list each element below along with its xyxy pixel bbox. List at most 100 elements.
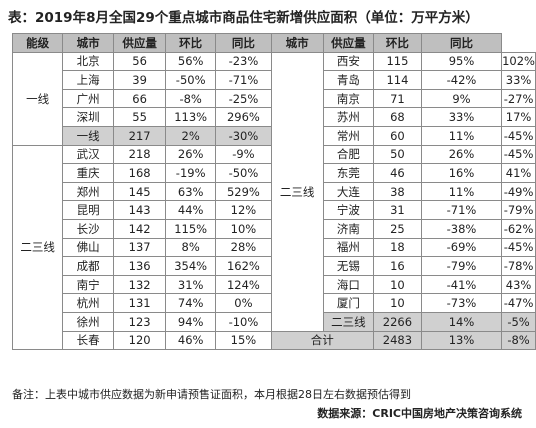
supply-cell: 46 — [372, 163, 422, 183]
header-mom: 环比 — [165, 33, 217, 53]
city-cell: 常州 — [322, 125, 374, 146]
supply-cell: 132 — [113, 274, 167, 295]
yoy-cell: 0% — [215, 293, 272, 313]
mom-cell: 26% — [420, 144, 503, 165]
mom-cell: 94% — [165, 311, 217, 332]
city-cell: 东莞 — [322, 163, 374, 183]
table-title: 表：2019年8月全国29个重点城市商品住宅新增供应面积（单位：万平方米） — [8, 10, 479, 26]
yoy-cell: 33% — [501, 70, 536, 90]
header-city: 城市 — [62, 33, 115, 53]
tier23-level-cell: 二三线 — [11, 144, 64, 351]
tier1-level-cell: 一线 — [11, 51, 64, 146]
yoy-cell: -78% — [501, 256, 536, 276]
city-cell: 郑州 — [62, 181, 115, 202]
mom-cell: 11% — [420, 181, 503, 202]
yoy-cell: -45% — [501, 125, 536, 146]
table-row: 成都 136 354% 162% 无锡 16 -79% -78% — [13, 256, 536, 276]
yoy-cell: -10% — [215, 311, 272, 332]
city-cell: 南宁 — [62, 274, 115, 295]
supply-cell: 10 — [372, 293, 422, 313]
city-cell: 长春 — [62, 330, 115, 351]
mom-cell: -42% — [420, 70, 503, 90]
yoy-cell: -9% — [215, 144, 272, 165]
supply-cell: 114 — [372, 70, 422, 90]
table-row: 长沙 142 115% 10% 济南 25 -38% -62% — [13, 218, 536, 239]
city-cell: 合肥 — [322, 144, 374, 165]
mom-cell: 8% — [165, 237, 217, 258]
city-cell: 福州 — [322, 237, 374, 258]
supply-cell: 50 — [372, 144, 422, 165]
header-city-right: 城市 — [270, 33, 324, 53]
yoy-cell: 41% — [501, 163, 536, 183]
yoy-cell: -79% — [501, 200, 536, 220]
supply-cell: 31 — [372, 200, 422, 220]
table-row: 一线 217 2% -30% 常州 60 11% -45% — [13, 125, 536, 146]
mom-cell: -38% — [420, 218, 503, 239]
supply-cell: 39 — [113, 70, 167, 90]
mom-cell: 63% — [165, 181, 217, 202]
table-row: 杭州 131 74% 0% 厦门 10 -73% -47% — [13, 293, 536, 313]
yoy-cell: -62% — [501, 218, 536, 239]
city-cell: 杭州 — [62, 293, 115, 313]
mom-cell: 46% — [165, 330, 217, 351]
table-row: 二三线 武汉 218 26% -9% 合肥 50 26% -45% — [11, 144, 536, 351]
yoy-cell: -45% — [501, 144, 536, 165]
supply-cell: 137 — [113, 237, 167, 258]
mom-cell: -73% — [420, 293, 503, 313]
yoy-cell: 529% — [215, 181, 272, 202]
yoy-cell: -47% — [501, 293, 536, 313]
supply-cell: 10 — [372, 274, 422, 295]
city-cell: 成都 — [62, 256, 115, 276]
yoy-cell: -25% — [215, 88, 272, 109]
subtotal-city-cell: 二三线 — [322, 311, 374, 332]
yoy-cell: 162% — [215, 256, 272, 276]
city-cell: 西安 — [322, 51, 374, 72]
supply-cell: 38 — [372, 181, 422, 202]
city-cell: 重庆 — [62, 163, 115, 183]
supply-cell: 131 — [113, 293, 167, 313]
supply-table: 能级 城市 供应量 环比 同比 城市 供应量 环比 同比 一线 北京 56 56… — [11, 33, 536, 351]
header-supply-right: 供应量 — [322, 33, 374, 53]
supply-cell: 123 — [113, 311, 167, 332]
subtotal-yoy-cell: -5% — [501, 311, 536, 332]
data-source: 数据来源：CRIC中国房地产决策咨询系统 — [317, 407, 522, 420]
supply-cell: 25 — [372, 218, 422, 239]
table-row: 郑州 145 63% 529% 大连 38 11% -49% — [13, 181, 536, 202]
header-yoy: 同比 — [215, 33, 272, 53]
supply-cell: 60 — [372, 125, 422, 146]
header-row: 能级 城市 供应量 环比 同比 城市 供应量 环比 同比 — [11, 33, 536, 53]
mom-cell: 354% — [165, 256, 217, 276]
supply-cell: 120 — [113, 330, 167, 351]
header-level: 能级 — [11, 33, 64, 53]
supply-cell: 115 — [372, 51, 422, 72]
supply-cell: 143 — [113, 200, 167, 220]
city-cell: 海口 — [322, 274, 374, 295]
header-mom-right: 环比 — [372, 33, 422, 53]
yoy-cell: 17% — [501, 107, 536, 127]
supply-cell: 145 — [113, 181, 167, 202]
yoy-cell: -71% — [215, 70, 272, 90]
supply-cell: 68 — [372, 107, 422, 127]
yoy-cell: -23% — [215, 51, 272, 72]
yoy-cell: -50% — [215, 163, 272, 183]
city-cell: 武汉 — [62, 144, 115, 165]
supply-cell: 55 — [113, 107, 167, 127]
mom-cell: 95% — [420, 51, 503, 72]
yoy-cell: 10% — [215, 218, 272, 239]
city-cell: 长沙 — [62, 218, 115, 239]
city-cell: 昆明 — [62, 200, 115, 220]
subtotal-mom-cell: 2% — [165, 125, 217, 146]
table-row: 深圳 55 113% 296% 苏州 68 33% 17% — [13, 107, 536, 127]
yoy-cell: 12% — [215, 200, 272, 220]
city-cell: 佛山 — [62, 237, 115, 258]
supply-cell: 136 — [113, 256, 167, 276]
mom-cell: 113% — [165, 107, 217, 127]
supply-cell: 16 — [372, 256, 422, 276]
city-cell: 厦门 — [322, 293, 374, 313]
total-supply-cell: 2483 — [372, 330, 422, 351]
yoy-cell: -49% — [501, 181, 536, 202]
subtotal-supply-cell: 2266 — [372, 311, 422, 332]
subtotal-supply-cell: 217 — [113, 125, 167, 146]
mom-cell: -50% — [165, 70, 217, 90]
supply-cell: 66 — [113, 88, 167, 109]
